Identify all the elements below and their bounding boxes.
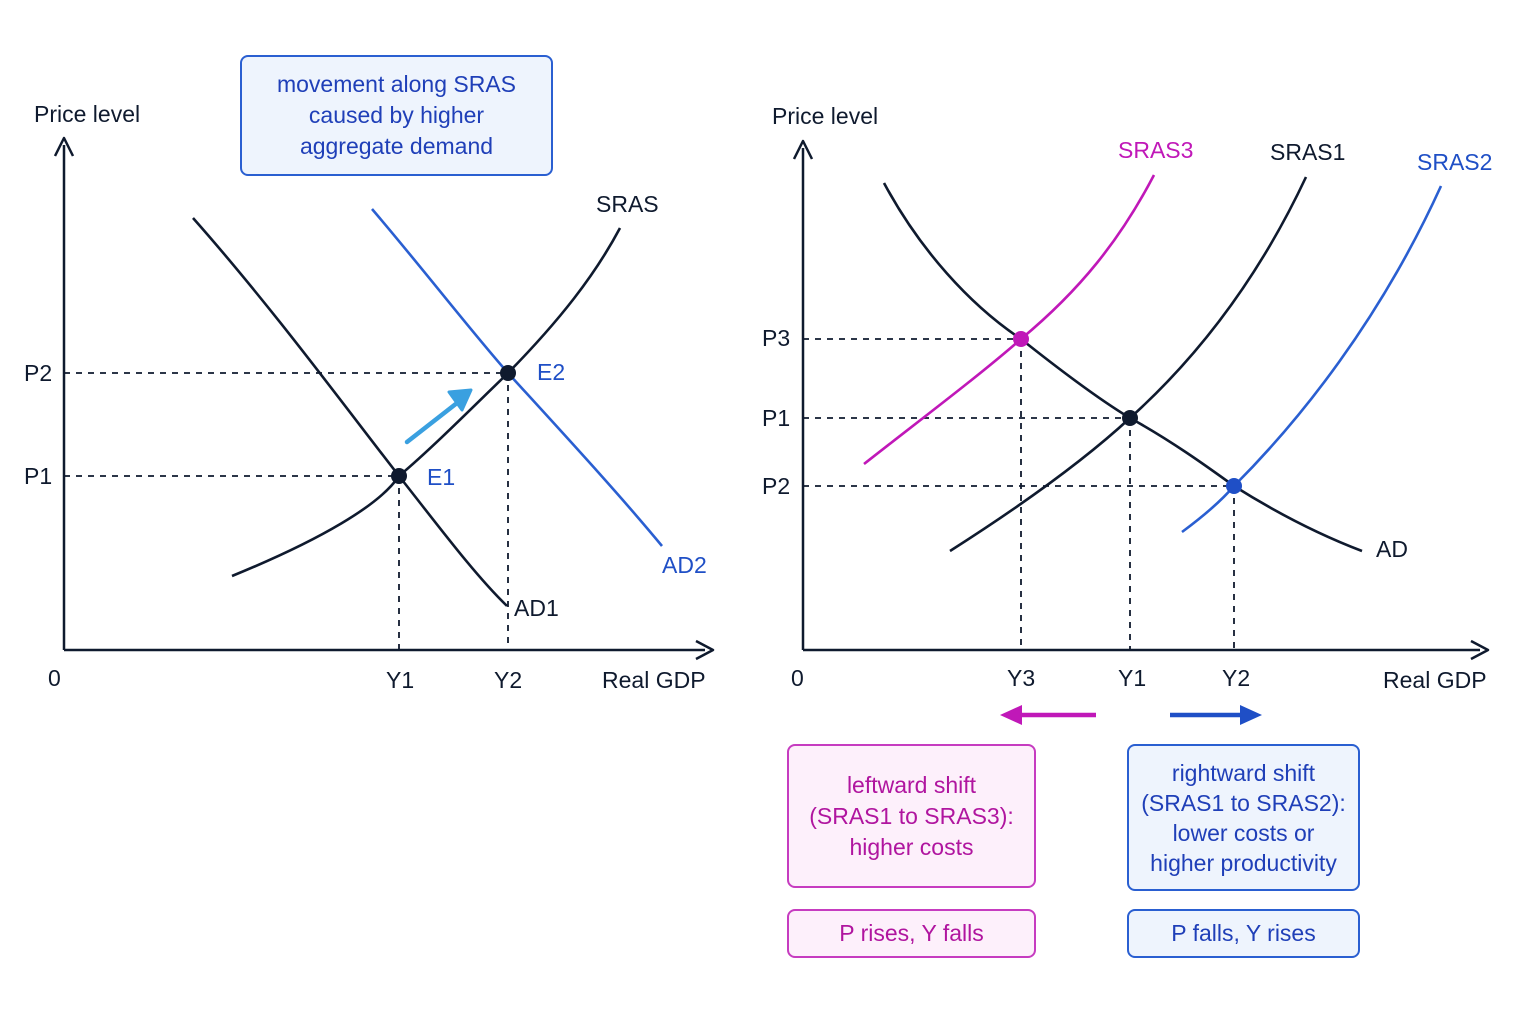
callout-line-2: caused by higher: [308, 102, 485, 128]
point-p1-equilibrium: [1122, 410, 1138, 426]
point-p2-equilibrium: [1226, 478, 1242, 494]
leftward-line-1: leftward shift: [846, 771, 977, 798]
right-tick-y1: Y1: [1118, 665, 1146, 691]
rightward-line-4: higher productivity: [1150, 849, 1337, 876]
leftward-result-text: P rises, Y falls: [839, 920, 984, 946]
right-tick-p2: P2: [762, 473, 790, 499]
callout-line-3: aggregate demand: [299, 133, 494, 159]
rightward-line-1: rightward shift: [1171, 759, 1316, 786]
right-sras1-label: SRAS1: [1270, 139, 1345, 165]
left-sras-curve: [231, 227, 622, 578]
movement-callout: movement along SRAS caused by higher agg…: [240, 55, 553, 176]
leftward-line-3: higher costs: [849, 833, 974, 860]
right-y-axis-label: Price level: [772, 103, 878, 129]
right-tick-y3: Y3: [1007, 665, 1035, 691]
left-tick-p2: P2: [24, 360, 52, 386]
left-x-axis-label: Real GDP: [602, 667, 706, 693]
point-p3-equilibrium: [1013, 331, 1029, 347]
right-tick-y2: Y2: [1222, 665, 1250, 691]
leftward-shift-box: leftward shift (SRAS1 to SRAS3): higher …: [787, 744, 1036, 888]
rightward-result-box: P falls, Y rises: [1127, 909, 1360, 958]
right-panel: Price level Real GDP 0 P3 P1 P2 Y3 Y1 Y2…: [762, 103, 1492, 725]
right-origin-label: 0: [791, 665, 804, 691]
left-panel: Price level Real GDP 0 P2 P1 Y1 Y2 SRAS …: [24, 101, 715, 693]
left-sras-label: SRAS: [596, 191, 659, 217]
left-e2-label: E2: [537, 359, 565, 385]
leftward-line-2: (SRAS1 to SRAS3):: [809, 802, 1014, 829]
rightward-result-text: P falls, Y rises: [1171, 920, 1316, 946]
left-e1-label: E1: [427, 464, 455, 490]
left-tick-p1: P1: [24, 463, 52, 489]
left-y-axis-label: Price level: [34, 101, 140, 127]
right-sras3-curve: [863, 174, 1156, 466]
left-origin-label: 0: [48, 665, 61, 691]
right-sras2-label: SRAS2: [1417, 149, 1492, 175]
left-ad1-curve: [192, 217, 508, 607]
point-e1: [391, 468, 407, 484]
left-tick-y1: Y1: [386, 667, 414, 693]
left-ad1-label: AD1: [514, 595, 559, 621]
right-ad-label: AD: [1376, 536, 1408, 562]
right-sras1-curve: [949, 176, 1308, 553]
rightward-line-3: lower costs or: [1172, 819, 1315, 846]
right-tick-p3: P3: [762, 325, 790, 351]
rightward-line-2: (SRAS1 to SRAS2):: [1141, 789, 1346, 816]
right-sras3-label: SRAS3: [1118, 137, 1193, 163]
callout-line-1: movement along SRAS: [276, 71, 517, 97]
movement-arrow-head: [447, 388, 473, 412]
right-x-axis-label: Real GDP: [1383, 667, 1487, 693]
right-ad-curve: [882, 182, 1363, 553]
movement-arrow: [404, 400, 460, 445]
right-sras2-curve: [1181, 185, 1443, 534]
left-ad2-label: AD2: [662, 552, 707, 578]
point-e2: [500, 365, 516, 381]
rightward-shift-box: rightward shift (SRAS1 to SRAS2): lower …: [1127, 744, 1360, 891]
right-tick-p1: P1: [762, 405, 790, 431]
left-tick-y2: Y2: [494, 667, 522, 693]
leftward-result-box: P rises, Y falls: [787, 909, 1036, 958]
